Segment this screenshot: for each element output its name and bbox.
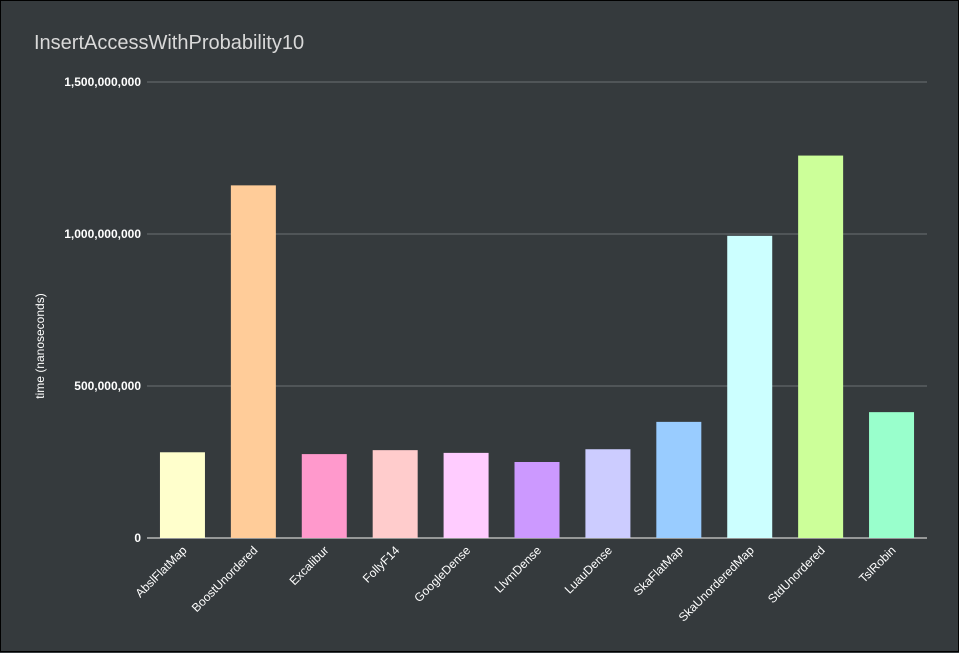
y-axis-title: time (nanoseconds) <box>33 293 47 398</box>
y-tick-label: 1,000,000,000 <box>64 227 141 241</box>
bar-skaflatmap[interactable] <box>656 421 702 538</box>
y-tick-label: 0 <box>134 531 141 545</box>
x-tick-label: TslRobin <box>856 543 898 585</box>
y-tick-label: 500,000,000 <box>74 379 141 393</box>
x-tick-label: StdUnordered <box>765 543 828 606</box>
bar-luaudense[interactable] <box>585 449 631 538</box>
chart-title: InsertAccessWithProbability10 <box>34 32 305 54</box>
x-tick-label: BoostUnordered <box>189 543 261 615</box>
bar-tslrobin[interactable] <box>869 412 915 538</box>
y-axis-ticks: 0 500,000,000 1,000,000,000 1,500,000,000 <box>64 75 141 545</box>
bar-stdunordered[interactable] <box>798 155 844 538</box>
x-axis-labels: AbslFlatMap BoostUnordered Excalibur FollyF… <box>133 543 899 624</box>
x-tick-label: Excalibur <box>287 543 332 588</box>
x-tick-label: LlvmDense <box>492 543 545 596</box>
bar-googledense[interactable] <box>443 452 489 538</box>
bar-boostunordered[interactable] <box>230 185 276 539</box>
bar-excalibur[interactable] <box>301 454 347 538</box>
bar-skaunorderedmap[interactable] <box>727 235 773 538</box>
bar-follyf14[interactable] <box>372 450 418 538</box>
bars <box>159 155 915 539</box>
x-tick-label: AbslFlatMap <box>133 543 190 600</box>
y-tick-label: 1,500,000,000 <box>64 75 141 89</box>
x-tick-label: SkaUnorderedMap <box>676 543 757 624</box>
bar-abslflatmap[interactable] <box>159 452 205 538</box>
bar-llvmdense[interactable] <box>514 462 560 538</box>
x-tick-label: LuauDense <box>562 543 616 597</box>
x-tick-label: SkaFlatMap <box>631 543 686 598</box>
x-tick-label: GoogleDense <box>411 543 473 605</box>
x-tick-label: FollyF14 <box>360 543 403 586</box>
